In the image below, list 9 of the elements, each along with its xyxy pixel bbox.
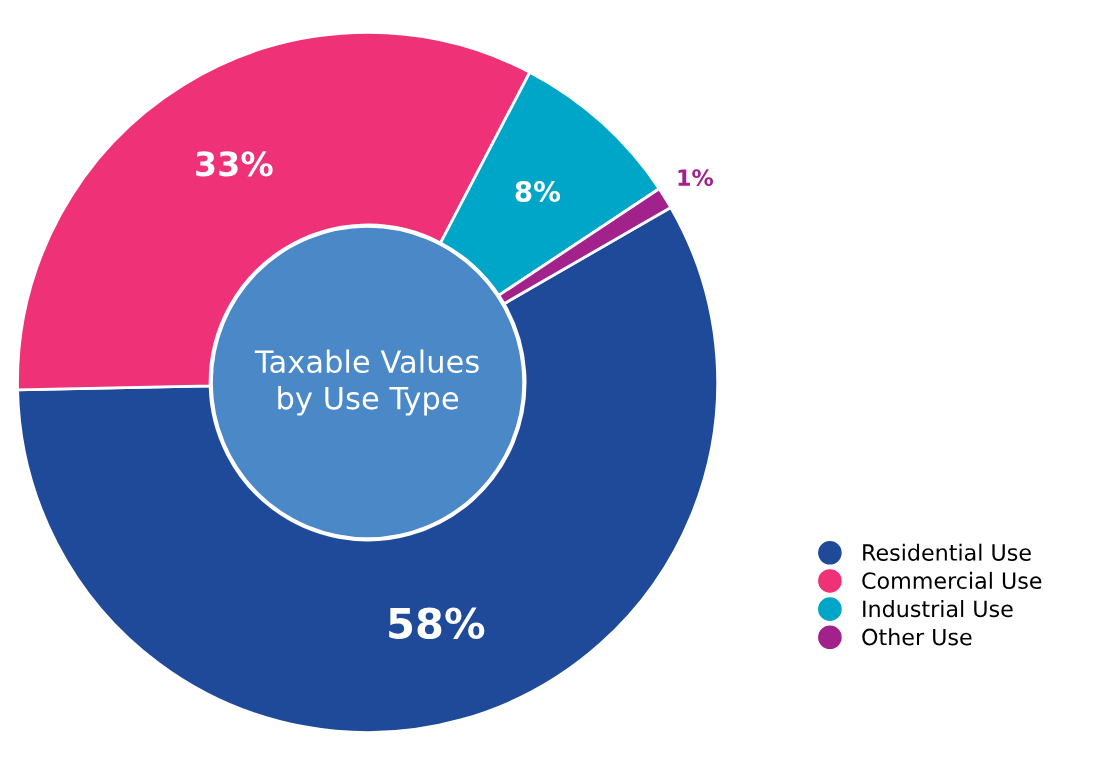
legend-label: Industrial Use: [863, 600, 1013, 618]
legend-label: Other Use: [862, 628, 972, 646]
legend-label: Residential Use: [863, 543, 1031, 561]
legend-label: Commercial Use: [862, 571, 1042, 590]
data-label: 33%: [196, 151, 273, 177]
data-label: 58%: [389, 607, 485, 640]
data-label: 1%: [678, 169, 714, 187]
data-label: 8%: [515, 180, 561, 202]
text: Taxable Values by Use Type: [254, 349, 479, 416]
